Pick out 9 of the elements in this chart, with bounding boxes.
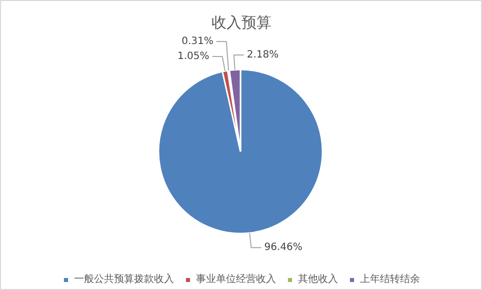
legend-label: 事业单位经营收入 — [196, 272, 276, 286]
legend-label: 上年结转结余 — [360, 272, 420, 286]
data-label: 2.18% — [246, 49, 279, 60]
data-label: 0.31% — [182, 36, 214, 47]
data-label: 96.46% — [264, 242, 302, 254]
legend-label: 一般公共预算拨款收入 — [74, 272, 174, 286]
data-label: 1.05% — [178, 50, 210, 62]
legend-label: 其他收入 — [298, 272, 338, 286]
chart-title: 收入预算 — [212, 14, 272, 32]
